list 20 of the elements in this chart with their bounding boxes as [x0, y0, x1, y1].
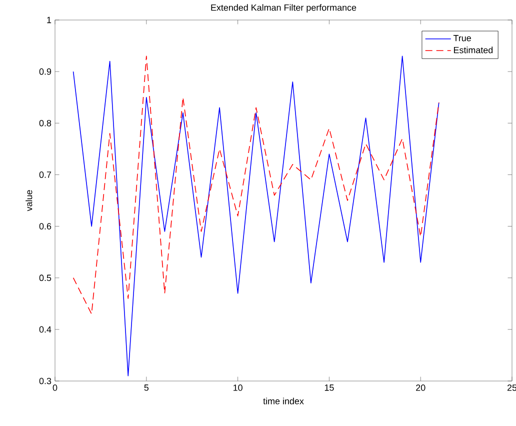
line-series [72, 56, 440, 376]
y-axis-title: value [26, 190, 32, 212]
legend-label: True [453, 35, 471, 42]
y-tick-label: 0.3 [39, 378, 52, 384]
x-tick-label: 5 [144, 384, 149, 391]
x-axis-title: time index [263, 398, 304, 404]
x-tick-label: 20 [416, 384, 426, 391]
line-series [72, 56, 440, 314]
chart-title: Extended Kalman Filter performance [211, 4, 356, 13]
y-tick-label: 1 [47, 16, 52, 24]
y-tick-label: 0.5 [39, 274, 52, 282]
x-tick-label: 15 [324, 384, 334, 391]
y-tick-label: 0.8 [39, 120, 52, 126]
y-tick-label: 0.6 [39, 223, 52, 230]
y-tick-label: 0.9 [39, 68, 52, 75]
legend-label: Estimated [454, 46, 493, 54]
x-tick-label: 10 [234, 384, 242, 391]
y-tick-label: 0.7 [39, 172, 52, 178]
x-tick-label: 0 [52, 384, 58, 391]
y-tick-label: 0.4 [39, 326, 52, 333]
